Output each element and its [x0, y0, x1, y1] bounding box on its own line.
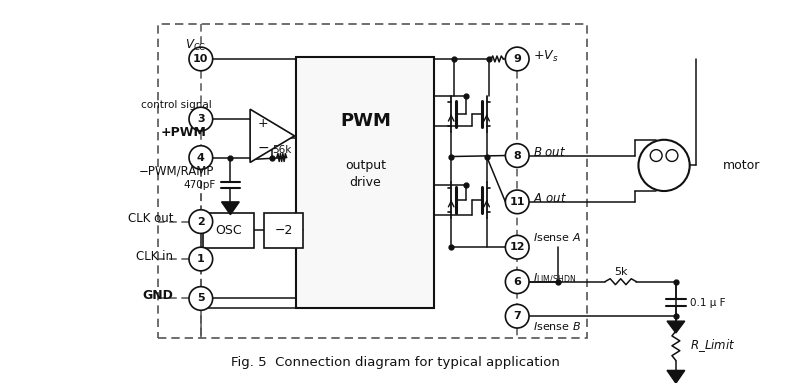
Text: OSC: OSC [215, 224, 242, 237]
Text: output: output [345, 159, 386, 172]
Circle shape [506, 190, 529, 214]
Text: −PWM/RAMP: −PWM/RAMP [138, 165, 214, 178]
Circle shape [189, 287, 213, 310]
Circle shape [506, 305, 529, 328]
Text: $B$ out: $B$ out [533, 146, 566, 159]
Circle shape [506, 270, 529, 293]
Text: $R\_$Limit: $R\_$Limit [690, 337, 735, 354]
Bar [264, 213, 303, 248]
Text: 8: 8 [514, 151, 521, 161]
Text: $V_\mathregular{CC}$: $V_\mathregular{CC}$ [186, 37, 206, 53]
Text: motor: motor [723, 159, 761, 172]
Text: 2: 2 [197, 217, 205, 227]
Polygon shape [667, 321, 685, 333]
Text: GND: GND [142, 289, 173, 302]
Text: −2: −2 [274, 224, 293, 237]
Text: $I$sense $B$: $I$sense $B$ [533, 320, 581, 332]
Text: 11: 11 [510, 197, 525, 207]
Bar [159, 24, 587, 338]
Text: 5: 5 [197, 293, 205, 303]
Circle shape [189, 107, 213, 131]
Text: PWM: PWM [340, 112, 391, 130]
Text: 56k: 56k [272, 145, 292, 155]
Text: CLK in: CLK in [136, 250, 173, 262]
Text: $I_\mathregular{LIM/SHDN}$: $I_\mathregular{LIM/SHDN}$ [533, 272, 576, 286]
Circle shape [506, 144, 529, 168]
Text: +PWM: +PWM [160, 126, 206, 139]
Polygon shape [221, 202, 239, 215]
Text: control signal: control signal [141, 100, 212, 110]
Text: CLK out: CLK out [128, 212, 173, 225]
Bar [203, 213, 254, 248]
Text: Fig. 5  Connection diagram for typical application: Fig. 5 Connection diagram for typical ap… [231, 356, 559, 369]
Text: 1: 1 [197, 254, 205, 264]
Text: 12: 12 [510, 242, 525, 252]
Text: $+V_\mathregular{s}$: $+V_\mathregular{s}$ [533, 49, 559, 64]
Circle shape [506, 47, 529, 71]
Text: 9: 9 [514, 54, 521, 64]
Text: $I$sense $A$: $I$sense $A$ [533, 231, 581, 243]
Polygon shape [250, 109, 295, 163]
Circle shape [189, 47, 213, 71]
Text: $A$ out: $A$ out [533, 192, 567, 205]
Text: 0.1 μ F: 0.1 μ F [690, 298, 725, 308]
Text: 3: 3 [197, 114, 205, 124]
Circle shape [189, 210, 213, 234]
Circle shape [189, 247, 213, 271]
Circle shape [189, 146, 213, 169]
Text: 5k: 5k [614, 267, 627, 277]
Text: drive: drive [349, 176, 382, 189]
Bar [296, 57, 434, 308]
Text: +: + [258, 117, 269, 130]
Text: −: − [258, 141, 269, 155]
Text: 6: 6 [514, 277, 521, 287]
Circle shape [506, 235, 529, 259]
Text: 10: 10 [193, 54, 209, 64]
Text: 470pF: 470pF [183, 180, 216, 190]
Polygon shape [667, 371, 685, 383]
Text: 7: 7 [514, 311, 521, 321]
Circle shape [638, 140, 690, 191]
Text: 4: 4 [197, 152, 205, 163]
